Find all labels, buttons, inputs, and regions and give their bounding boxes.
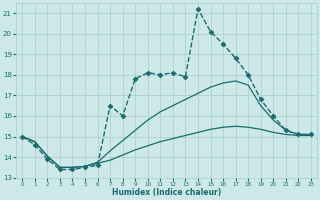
X-axis label: Humidex (Indice chaleur): Humidex (Indice chaleur) xyxy=(112,188,221,197)
